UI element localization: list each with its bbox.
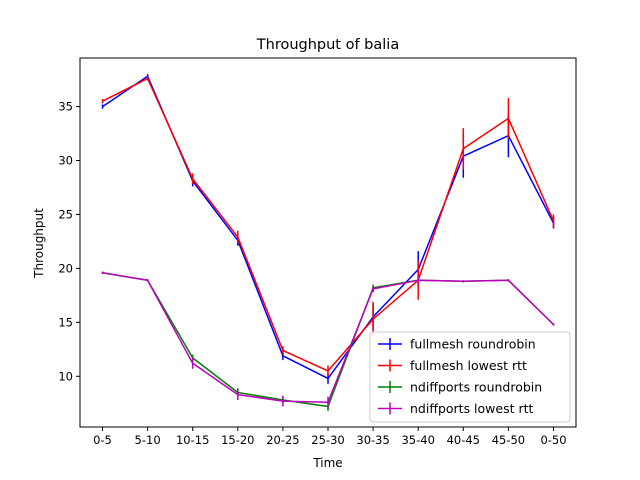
x-tick-label: 20-25 — [266, 433, 299, 447]
legend-label: fullmesh roundrobin — [410, 337, 536, 352]
chart-title: Throughput of balia — [256, 37, 399, 53]
x-tick-label: 5-10 — [135, 433, 161, 447]
legend-label: fullmesh lowest rtt — [410, 358, 527, 373]
y-tick-label: 30 — [58, 154, 73, 168]
x-tick-label: 25-30 — [311, 433, 344, 447]
x-axis-label: Time — [312, 456, 342, 470]
y-tick-label: 10 — [58, 369, 73, 383]
legend-box — [369, 331, 571, 423]
x-tick-label: 35-40 — [401, 433, 434, 447]
x-tick-label: 10-15 — [176, 433, 209, 447]
y-tick-label: 20 — [58, 261, 73, 275]
y-tick-label: 35 — [58, 100, 73, 114]
x-tick-label: 15-20 — [221, 433, 254, 447]
x-tick-label: 0-5 — [93, 433, 112, 447]
x-tick-label: 0-50 — [540, 433, 566, 447]
x-tick-label: 45-50 — [492, 433, 525, 447]
x-tick-label: 30-35 — [356, 433, 389, 447]
y-tick-label: 15 — [58, 315, 73, 329]
y-tick-label: 25 — [58, 207, 73, 221]
legend-label: ndiffports lowest rtt — [410, 401, 534, 416]
y-axis-label: Throughput — [32, 208, 46, 279]
legend-label: ndiffports roundrobin — [410, 380, 542, 395]
x-tick-label: 40-45 — [447, 433, 480, 447]
